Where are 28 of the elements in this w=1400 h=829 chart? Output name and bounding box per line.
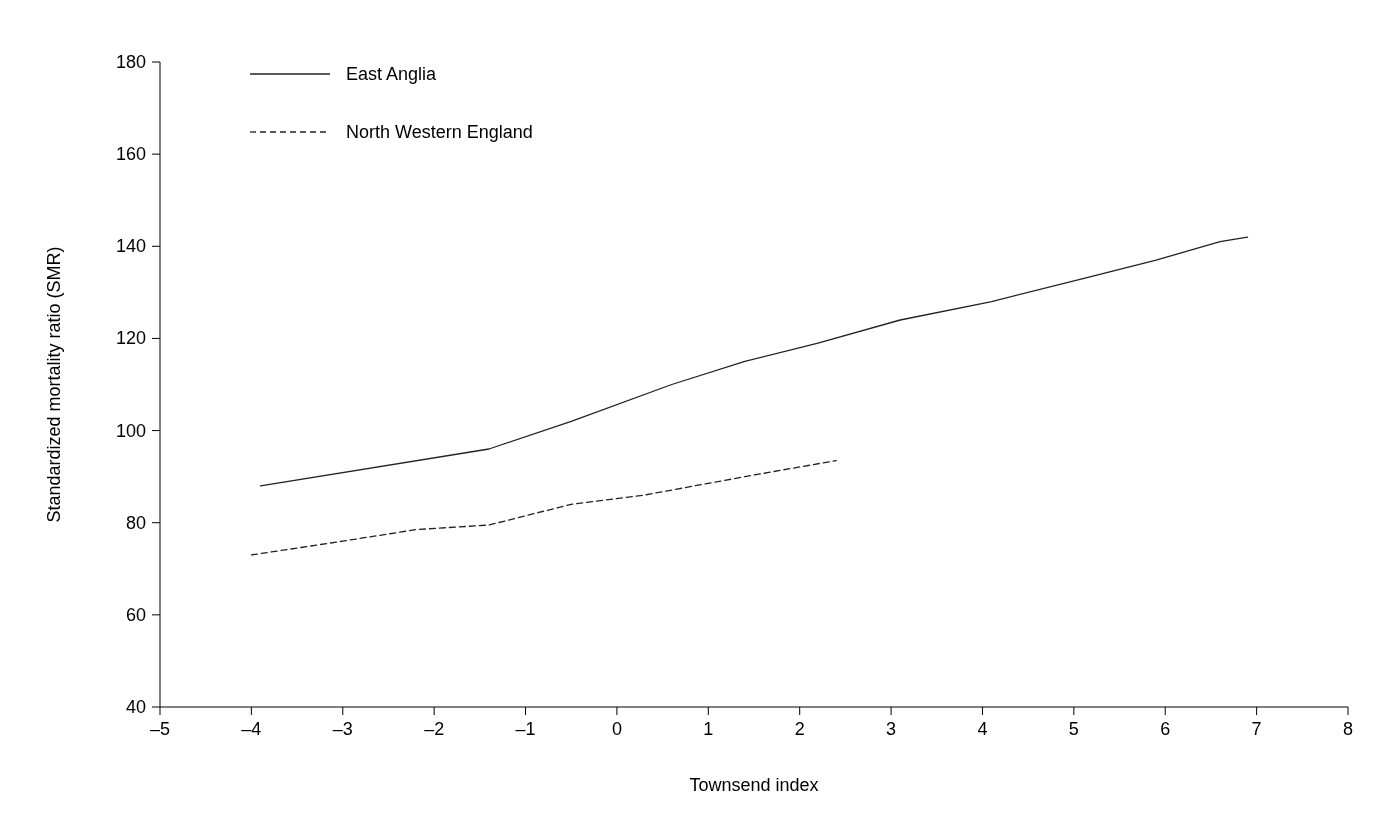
x-tick-label: 6 bbox=[1160, 719, 1171, 739]
y-tick-label: 120 bbox=[115, 328, 146, 349]
x-tick-label: 2 bbox=[794, 719, 805, 739]
x-tick-label: 0 bbox=[611, 719, 622, 739]
x-tick-label: 4 bbox=[977, 719, 988, 739]
y-tick-label: 160 bbox=[115, 144, 146, 165]
y-tick-label: 40 bbox=[125, 697, 146, 717]
y-tick-label: 140 bbox=[115, 236, 146, 257]
x-tick-label: –3 bbox=[332, 719, 353, 739]
x-tick-label: 5 bbox=[1068, 719, 1079, 739]
x-tick-label: 1 bbox=[703, 719, 714, 739]
x-tick-label: –1 bbox=[515, 719, 536, 739]
x-tick-label: 8 bbox=[1342, 719, 1354, 739]
x-tick-label: –5 bbox=[149, 719, 171, 739]
x-tick-label: –4 bbox=[241, 719, 262, 739]
y-tick-label: 100 bbox=[115, 420, 146, 441]
line-series bbox=[259, 236, 1249, 487]
x-axis-title: Townsend index bbox=[689, 775, 819, 795]
y-tick-label: 60 bbox=[125, 604, 146, 625]
x-tick-label: –2 bbox=[424, 719, 445, 739]
x-tick-label: 3 bbox=[886, 719, 897, 739]
line-series bbox=[250, 459, 837, 556]
y-axis-title: Standardized mortality ratio (SMR) bbox=[44, 246, 64, 523]
x-tick-label: 7 bbox=[1251, 719, 1262, 739]
legend-label: North Western England bbox=[346, 122, 533, 142]
y-tick-label: 80 bbox=[125, 512, 146, 533]
legend-label: East Anglia bbox=[346, 64, 438, 84]
y-tick-label: 180 bbox=[115, 52, 146, 72]
